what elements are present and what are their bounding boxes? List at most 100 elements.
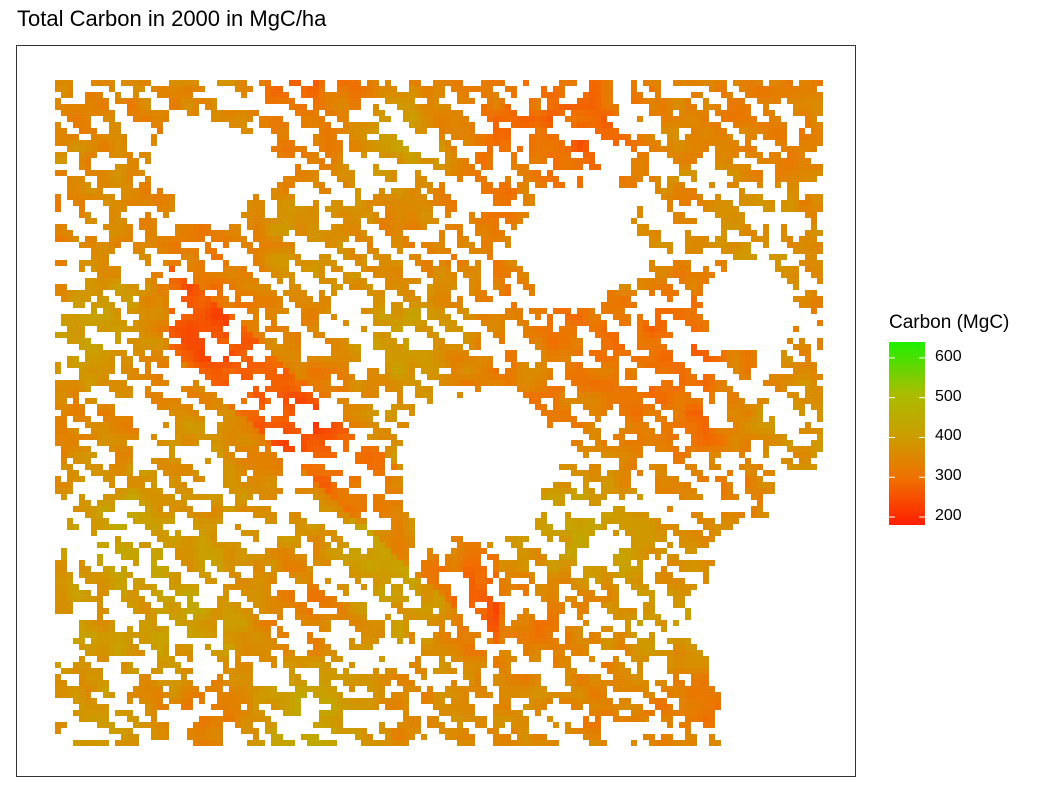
raster-cell — [277, 422, 283, 428]
raster-cell — [283, 362, 289, 368]
raster-cell — [385, 200, 391, 206]
raster-cell — [151, 500, 157, 506]
raster-cell — [481, 356, 487, 362]
raster-cell — [163, 314, 169, 320]
raster-cell — [349, 218, 355, 224]
raster-cell — [733, 248, 739, 254]
raster-cell — [121, 188, 127, 194]
raster-cell — [55, 230, 61, 236]
raster-cell — [763, 488, 769, 494]
raster-cell — [295, 224, 301, 230]
raster-cell — [97, 140, 103, 146]
raster-cell — [529, 380, 535, 386]
raster-cell — [115, 182, 121, 188]
raster-cell — [217, 506, 223, 512]
raster-cell — [661, 266, 667, 272]
raster-cell — [817, 122, 823, 128]
raster-cell — [121, 80, 127, 86]
raster-cell — [157, 548, 163, 554]
raster-cell — [271, 302, 277, 308]
raster-cell — [121, 290, 127, 296]
raster-cell — [409, 374, 415, 380]
raster-cell — [115, 242, 121, 248]
raster-cell — [817, 206, 823, 212]
raster-cell — [205, 374, 211, 380]
raster-cell — [103, 434, 109, 440]
raster-cell — [649, 326, 655, 332]
raster-cell — [127, 200, 133, 206]
raster-cell — [307, 110, 313, 116]
raster-cell — [235, 296, 241, 302]
raster-cell — [73, 176, 79, 182]
raster-cell — [349, 128, 355, 134]
raster-cell — [361, 458, 367, 464]
raster-cell — [361, 308, 367, 314]
raster-cell — [781, 128, 787, 134]
raster-cell — [151, 242, 157, 248]
raster-cell — [133, 554, 139, 560]
raster-cell — [175, 548, 181, 554]
raster-cell — [529, 398, 535, 404]
raster-cell — [187, 362, 193, 368]
raster-cell — [433, 188, 439, 194]
raster-cell — [805, 266, 811, 272]
raster-cell — [511, 122, 517, 128]
raster-cell — [325, 554, 331, 560]
raster-cell — [139, 518, 145, 524]
raster-cell — [355, 356, 361, 362]
raster-cell — [379, 152, 385, 158]
raster-cell — [763, 158, 769, 164]
raster-cell — [361, 404, 367, 410]
raster-cell — [319, 530, 325, 536]
raster-cell — [265, 464, 271, 470]
raster-cell — [583, 470, 589, 476]
raster-cell — [595, 320, 601, 326]
raster-cell — [115, 290, 121, 296]
raster-cell — [757, 416, 763, 422]
raster-cell — [139, 542, 145, 548]
raster-cell — [523, 212, 529, 218]
raster-cell — [259, 506, 265, 512]
raster-cell — [343, 116, 349, 122]
raster-cell — [391, 326, 397, 332]
raster-cell — [127, 152, 133, 158]
raster-cell — [337, 338, 343, 344]
raster-cell — [745, 140, 751, 146]
raster-cell — [403, 320, 409, 326]
raster-cell — [535, 308, 541, 314]
raster-cell — [379, 494, 385, 500]
raster-cell — [607, 362, 613, 368]
raster-cell — [475, 338, 481, 344]
raster-cell — [463, 332, 469, 338]
raster-cell — [589, 152, 595, 158]
raster-cell — [379, 170, 385, 176]
raster-cell — [733, 170, 739, 176]
raster-cell — [343, 398, 349, 404]
raster-cell — [787, 188, 793, 194]
raster-cell — [121, 134, 127, 140]
raster-cell — [157, 242, 163, 248]
raster-cell — [643, 230, 649, 236]
raster-cell — [799, 362, 805, 368]
raster-cell — [523, 164, 529, 170]
raster-cell — [409, 122, 415, 128]
raster-cell — [559, 482, 565, 488]
raster-cell — [529, 194, 535, 200]
raster-cell — [445, 200, 451, 206]
raster-cell — [469, 290, 475, 296]
raster-cell — [151, 392, 157, 398]
raster-cell — [499, 278, 505, 284]
raster-cell — [595, 164, 601, 170]
raster-cell — [277, 536, 283, 542]
raster-cell — [655, 104, 661, 110]
raster-cell — [361, 122, 367, 128]
raster-cell — [157, 344, 163, 350]
raster-cell — [691, 350, 697, 356]
raster-cell — [337, 92, 343, 98]
raster-cell — [439, 122, 445, 128]
raster-cell — [337, 170, 343, 176]
raster-cell — [433, 374, 439, 380]
raster-cell — [715, 194, 721, 200]
raster-cell — [715, 530, 721, 536]
raster-cell — [565, 368, 571, 374]
